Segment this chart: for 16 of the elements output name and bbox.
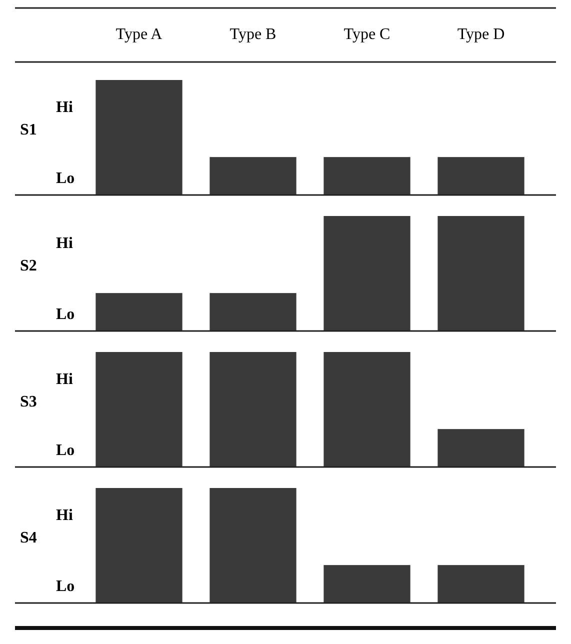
- annotation: Lo: [56, 442, 75, 459]
- x-tick-label: Type D: [457, 26, 505, 43]
- annotation: Lo: [56, 306, 75, 323]
- annotation: Hi: [56, 235, 74, 252]
- x-tick-label: Type A: [116, 26, 163, 43]
- x-tick-label: Type B: [230, 26, 276, 43]
- text: S1: [20, 122, 37, 138]
- annotation: Lo: [56, 170, 75, 187]
- text: S3: [20, 394, 37, 410]
- x-tick-label: Type C: [344, 26, 390, 43]
- annotation: Hi: [56, 99, 74, 116]
- annotation: Hi: [56, 371, 74, 388]
- annotation: Lo: [56, 578, 75, 595]
- annotation: Hi: [56, 507, 74, 524]
- text: S4: [20, 530, 37, 546]
- text: S2: [20, 258, 37, 274]
